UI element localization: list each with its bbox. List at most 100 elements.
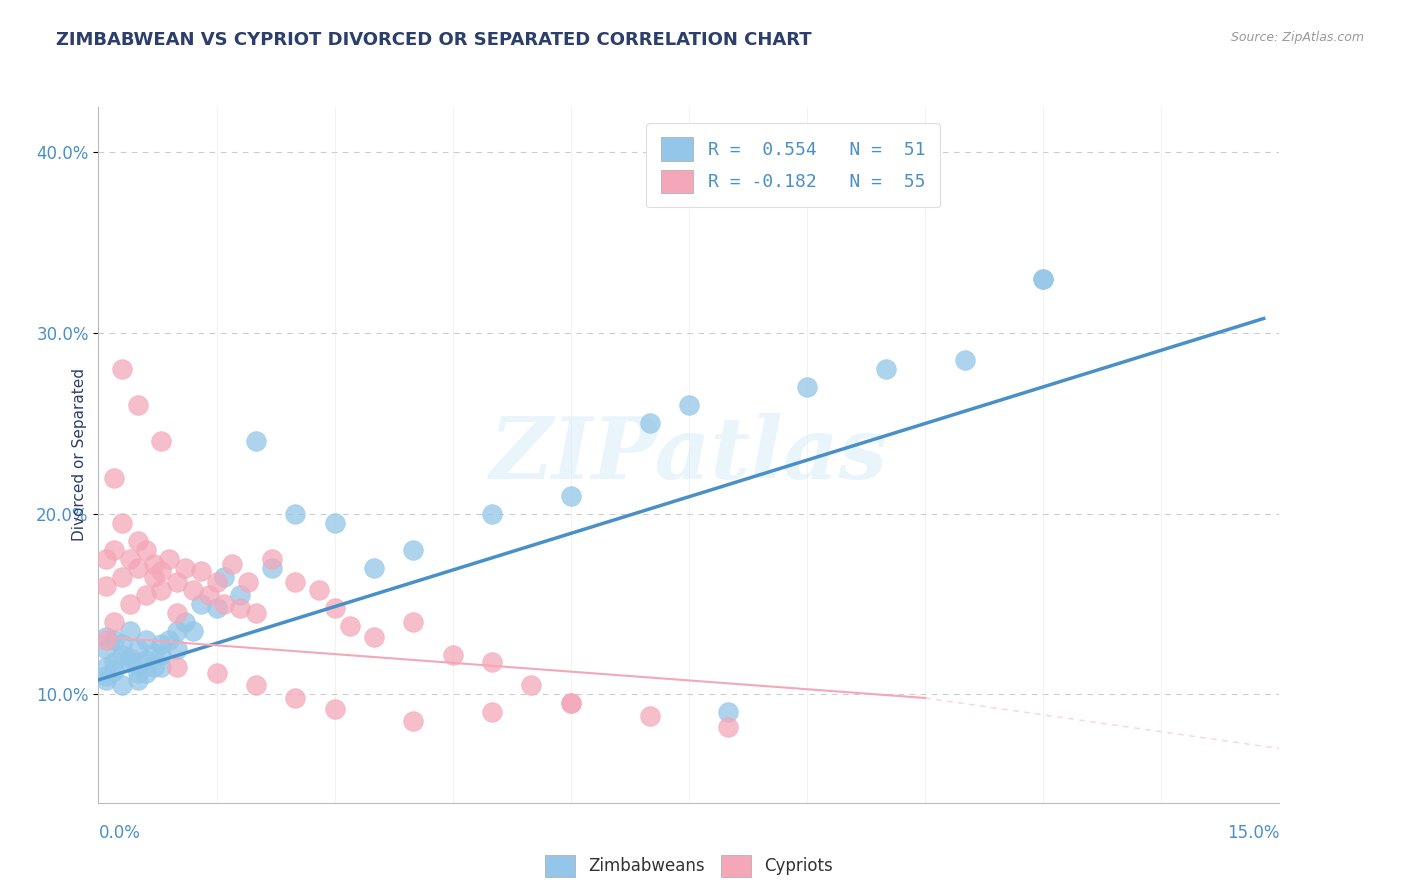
Point [118,597,141,611]
Point [174,561,197,575]
Point [96,630,118,644]
Point [190,565,212,579]
Point [127,398,149,412]
Point [181,624,204,639]
Point [127,657,149,671]
Point [284,575,307,590]
Point [308,582,330,597]
Point [127,642,149,657]
Point [205,600,228,615]
Point [717,720,740,734]
Point [103,470,125,484]
Point [205,575,228,590]
Point [142,660,165,674]
Point [96,633,118,648]
Point [111,516,134,530]
Point [260,561,283,575]
Point [205,665,228,680]
Point [875,362,897,376]
Text: 15.0%: 15.0% [1227,823,1279,842]
Legend: Zimbabweans, Cypriots: Zimbabweans, Cypriots [536,847,842,885]
Point [111,570,134,584]
Point [560,697,582,711]
Text: Source: ZipAtlas.com: Source: ZipAtlas.com [1230,31,1364,45]
Point [638,709,661,723]
Point [103,615,125,629]
Point [142,646,165,660]
Point [717,706,740,720]
Text: ZIPatlas: ZIPatlas [489,413,889,497]
Point [441,648,464,662]
Point [103,664,125,678]
Point [157,551,180,566]
Point [135,665,157,680]
Point [96,642,118,657]
Point [229,588,252,602]
Point [560,489,582,503]
Point [214,570,236,584]
Point [142,570,165,584]
Point [481,507,503,521]
Text: 0.0%: 0.0% [98,823,141,842]
Point [166,575,188,590]
Point [111,648,134,662]
Point [166,624,188,639]
Point [166,660,188,674]
Point [402,714,425,729]
Point [127,533,149,548]
Point [245,678,267,692]
Point [678,398,700,412]
Point [363,630,385,644]
Text: ZIMBABWEAN VS CYPRIOT DIVORCED OR SEPARATED CORRELATION CHART: ZIMBABWEAN VS CYPRIOT DIVORCED OR SEPARA… [56,31,811,49]
Point [111,678,134,692]
Point [197,588,219,602]
Point [135,653,157,667]
Point [118,655,141,669]
Point [221,558,243,572]
Point [150,637,173,651]
Point [96,579,118,593]
Point [96,673,118,687]
Point [323,702,346,716]
Point [118,651,141,665]
Point [796,380,818,394]
Point [560,697,582,711]
Point [953,353,976,368]
Y-axis label: Divorced or Separated: Divorced or Separated [72,368,87,541]
Point [323,600,346,615]
Point [127,673,149,687]
Point [229,600,252,615]
Point [363,561,385,575]
Point [214,597,236,611]
Point [520,678,543,692]
Point [402,542,425,557]
Point [190,597,212,611]
Point [157,633,180,648]
Point [481,706,503,720]
Point [1032,271,1054,285]
Point [1032,271,1054,285]
Point [103,655,125,669]
Point [150,434,173,449]
Point [135,542,157,557]
Point [174,615,197,629]
Point [142,558,165,572]
Point [150,565,173,579]
Point [638,417,661,431]
Point [150,648,173,662]
Point [96,660,118,674]
Point [181,582,204,597]
Point [135,633,157,648]
Point [96,669,118,683]
Point [103,633,125,648]
Point [481,655,503,669]
Point [284,507,307,521]
Point [127,665,149,680]
Point [103,542,125,557]
Point [245,606,267,620]
Point [339,618,361,632]
Point [150,582,173,597]
Point [111,637,134,651]
Point [245,434,267,449]
Point [150,660,173,674]
